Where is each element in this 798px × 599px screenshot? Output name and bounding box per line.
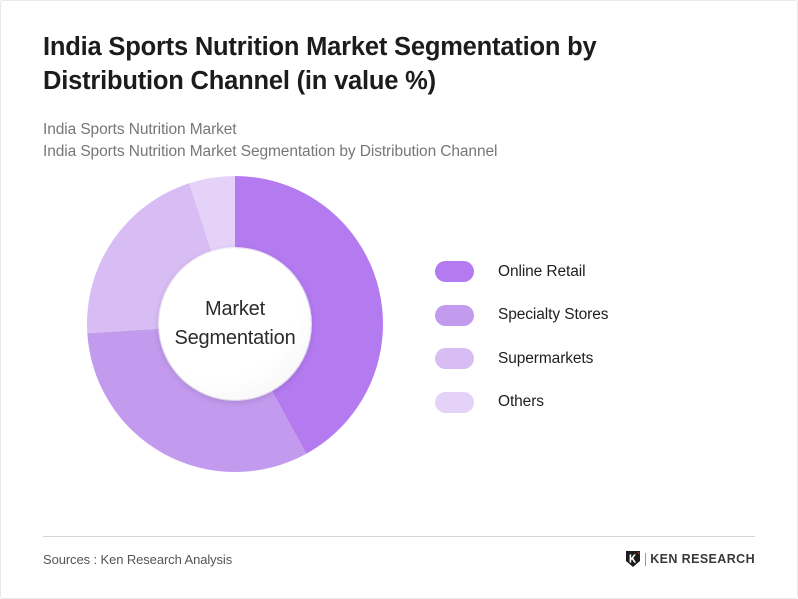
legend-item-label: Others (498, 393, 544, 410)
chart-legend: Online Retail Specialty Stores Supermark… (435, 250, 735, 424)
donut-center-hub: Market Segmentation (159, 247, 311, 400)
footer-divider (43, 536, 755, 537)
legend-item-online-retail[interactable]: Online Retail (435, 250, 735, 294)
chart-header: India Sports Nutrition Market Segmentati… (1, 1, 797, 164)
donut-center-line-2: Segmentation (174, 326, 296, 349)
donut-center-line-1: Market (205, 298, 265, 321)
donut-chart: Market Segmentation (87, 175, 383, 472)
legend-swatch-icon (435, 348, 474, 369)
chart-body: Market Segmentation Online Retail Specia… (1, 164, 797, 494)
shield-k-icon (626, 551, 641, 567)
legend-item-label: Specialty Stores (498, 306, 609, 323)
page-title: India Sports Nutrition Market Segmentati… (43, 33, 597, 95)
brand-divider (645, 552, 647, 566)
legend-swatch-icon (435, 261, 474, 282)
subtitle-line-1: India Sports Nutrition Market (43, 120, 237, 138)
legend-item-label: Supermarkets (498, 349, 594, 367)
legend-swatch-icon (435, 304, 474, 326)
legend-item-label: Online Retail (498, 262, 586, 280)
legend-item-specialty-stores[interactable]: Specialty Stores (435, 293, 735, 337)
brand-logo: KEN RESEARCH (625, 550, 755, 568)
brand-wordmark: KEN RESEARCH (650, 552, 755, 566)
legend-swatch-icon (435, 391, 474, 413)
subtitle-line-2: India Sports Nutrition Market Segmentati… (43, 143, 498, 161)
legend-item-others[interactable]: Others (435, 380, 735, 424)
chart-footer: Sources : Ken Research Analysis KEN RESE… (43, 548, 755, 570)
legend-item-supermarkets[interactable]: Supermarkets (435, 337, 735, 381)
donut-center-label: Market Segmentation (162, 295, 307, 352)
source-note: Sources : Ken Research Analysis (43, 551, 233, 567)
subtitle-group: India Sports Nutrition Market India Spor… (43, 119, 757, 164)
